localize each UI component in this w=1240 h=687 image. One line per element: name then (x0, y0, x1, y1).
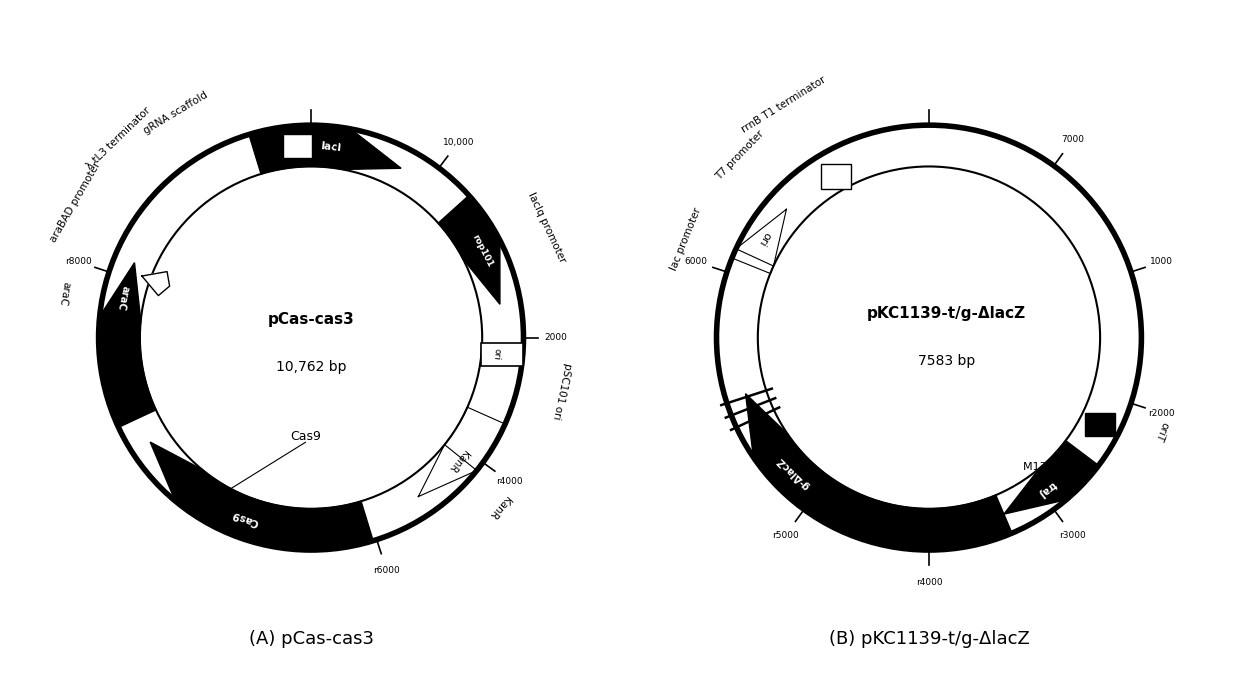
Polygon shape (418, 444, 477, 497)
Text: (A) pCas-cas3: (A) pCas-cas3 (248, 629, 373, 648)
Polygon shape (445, 407, 505, 471)
Polygon shape (99, 317, 141, 335)
Text: M13 fwd: M13 fwd (1023, 462, 1070, 473)
Polygon shape (745, 394, 787, 458)
Text: r5000: r5000 (771, 531, 799, 540)
Text: gRNA scaffold: gRNA scaffold (141, 89, 210, 135)
Text: 6000: 6000 (684, 258, 708, 267)
Text: pKC1139-t/g-ΔlacZ: pKC1139-t/g-ΔlacZ (867, 306, 1027, 322)
Text: pCas-cas3: pCas-cas3 (268, 313, 355, 328)
Polygon shape (438, 195, 500, 259)
Polygon shape (732, 249, 774, 273)
Text: lacIq promoter: lacIq promoter (526, 191, 567, 264)
Text: r4000: r4000 (496, 477, 522, 486)
Bar (1085, 414, 1115, 436)
Text: rop101: rop101 (470, 233, 494, 269)
Polygon shape (343, 129, 401, 170)
Text: r4000: r4000 (915, 578, 942, 587)
Text: ori: ori (491, 348, 501, 361)
Text: araC: araC (57, 281, 71, 307)
Text: r2000: r2000 (1148, 409, 1176, 418)
Polygon shape (150, 442, 202, 501)
Text: r8000: r8000 (64, 258, 92, 267)
Text: 7000: 7000 (1061, 135, 1085, 144)
Text: 7583 bp: 7583 bp (918, 354, 976, 368)
Bar (481, 343, 523, 366)
Bar (821, 164, 851, 189)
Text: KanR: KanR (487, 494, 512, 521)
Text: KanR: KanR (446, 448, 470, 474)
Text: lac promoter: lac promoter (668, 206, 703, 272)
Text: T7 promoter: T7 promoter (714, 128, 766, 182)
Text: oriT: oriT (1153, 420, 1169, 442)
Text: Cas9: Cas9 (290, 430, 321, 443)
Polygon shape (175, 469, 373, 550)
Polygon shape (1004, 468, 1066, 514)
Text: (B) pKC1139-t/g-ΔlacZ: (B) pKC1139-t/g-ΔlacZ (828, 629, 1029, 648)
Text: 1000: 1000 (1151, 258, 1173, 267)
Polygon shape (754, 434, 877, 540)
Bar (283, 135, 312, 158)
Text: 10,762 bp: 10,762 bp (275, 360, 346, 374)
Polygon shape (1039, 440, 1099, 499)
Polygon shape (141, 271, 170, 295)
Text: rrnB T1 terminator: rrnB T1 terminator (739, 75, 827, 135)
Polygon shape (99, 262, 141, 321)
Text: araBAD promoter: araBAD promoter (48, 160, 103, 244)
Text: λ tL3 terminator: λ tL3 terminator (84, 105, 153, 171)
Text: Cas9: Cas9 (231, 508, 260, 528)
Text: araC: araC (115, 284, 131, 311)
Polygon shape (249, 125, 351, 174)
Text: g-ΔlacZ: g-ΔlacZ (775, 455, 811, 491)
Text: pSC101 ori: pSC101 ori (552, 362, 573, 420)
Polygon shape (99, 330, 156, 427)
Polygon shape (464, 240, 500, 304)
Text: lacI: lacI (320, 141, 342, 153)
Text: traJ: traJ (1037, 479, 1058, 499)
Polygon shape (737, 210, 786, 266)
Text: 2000: 2000 (544, 333, 568, 342)
Text: r6000: r6000 (373, 566, 401, 575)
Text: r3000: r3000 (1059, 531, 1086, 540)
Text: 10,000: 10,000 (443, 137, 474, 146)
Text: ori: ori (756, 230, 773, 247)
Polygon shape (863, 495, 1012, 550)
